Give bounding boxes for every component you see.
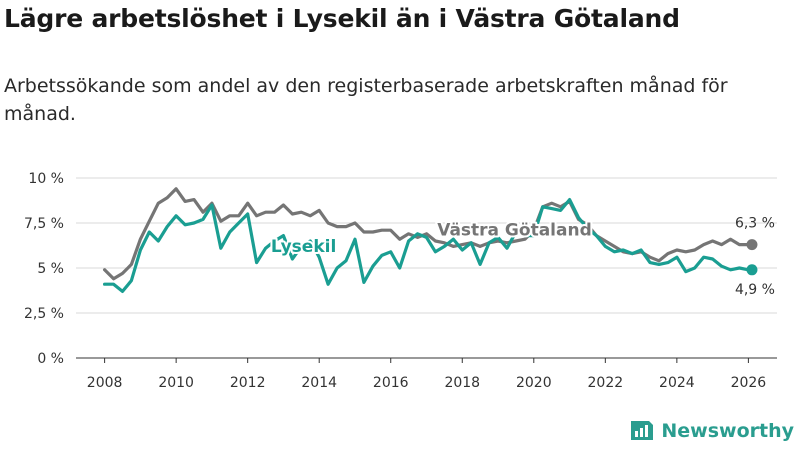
x-tick-label: 2020	[516, 375, 552, 391]
x-tick-label: 2012	[230, 375, 266, 391]
y-tick-label: 0 %	[37, 351, 64, 367]
chart-subtitle: Arbetssökande som andel av den registerb…	[4, 75, 728, 125]
x-tick-label: 2018	[444, 375, 480, 391]
y-tick-label: 2,5 %	[24, 306, 64, 322]
series-endpoint-vastra-gotaland	[746, 239, 758, 251]
y-tick-label: 5 %	[37, 261, 64, 277]
x-tick-label: 2016	[373, 375, 409, 391]
series-line-lysekil	[103, 198, 754, 293]
series-annotation-lysekil: Lysekil	[271, 237, 336, 257]
x-tick-label: 2008	[87, 375, 123, 391]
x-tick-label: 2010	[158, 375, 194, 391]
y-tick-label: 7,5 %	[24, 216, 64, 232]
series-end-label-vastra-gotaland: 6,3 %	[735, 216, 775, 232]
series-annotation-vastra-gotaland: Västra Götaland	[437, 221, 592, 241]
newsworthy-logo-icon	[631, 421, 654, 440]
y-tick-label: 10 %	[28, 171, 64, 187]
x-tick-label: 2022	[588, 375, 624, 391]
x-tick-label: 2014	[301, 375, 337, 391]
x-tick-label: 2024	[659, 375, 695, 391]
x-tick-label: 2026	[731, 375, 767, 391]
series-endpoint-lysekil	[746, 264, 758, 276]
chart-title: Lägre arbetslöshet i Lysekil än i Västra…	[4, 4, 680, 33]
brand-logo: Newsworthy	[629, 418, 794, 444]
series-end-label-lysekil: 4,9 %	[735, 282, 775, 298]
series-line-vastra-gotaland	[103, 187, 754, 281]
brand-name: Newsworthy	[661, 420, 794, 442]
